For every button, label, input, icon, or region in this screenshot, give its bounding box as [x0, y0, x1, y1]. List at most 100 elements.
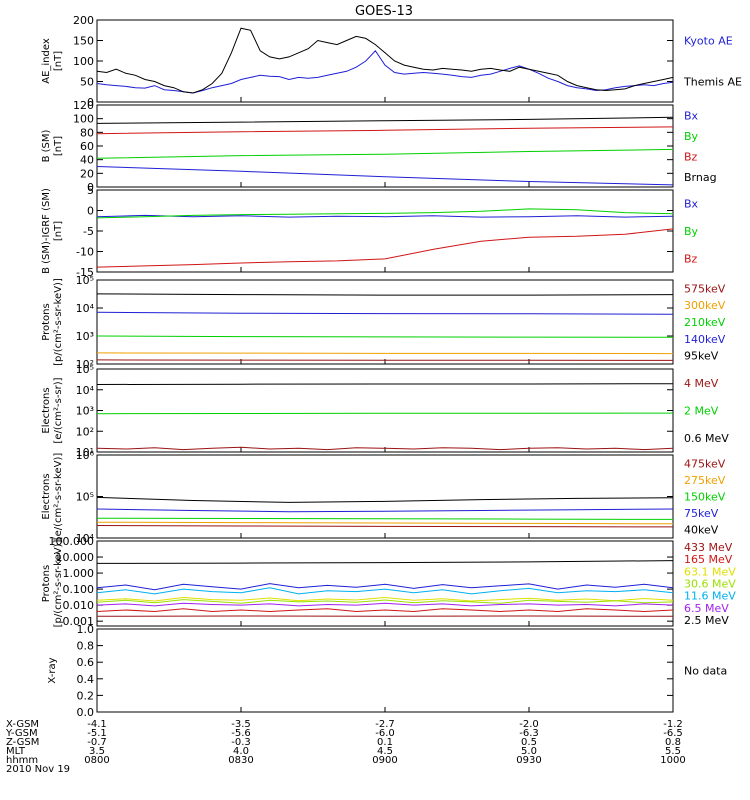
y-tick-label: 0	[87, 205, 94, 218]
legend-entry: Bx	[684, 109, 699, 122]
series-line-bx	[96, 214, 674, 218]
y-tick-label: 100	[73, 55, 94, 68]
y-tick-label: 10⁴	[76, 532, 95, 545]
legend-entry: 433 MeV	[684, 541, 733, 554]
y-axis-label: [p/(cm²-s-sr-keV)]	[53, 540, 64, 628]
legend-entry: 575keV	[684, 282, 726, 295]
y-tick-label: 100	[73, 113, 94, 126]
series-line-63.1-mev	[96, 596, 674, 602]
series-line-unlabeled	[96, 560, 674, 564]
y-tick-label: 10⁴	[76, 302, 95, 315]
panel-frame	[96, 189, 674, 273]
series-line-bz	[96, 228, 674, 268]
x-row-value: -6.3	[519, 728, 539, 739]
y-tick-label: -10	[76, 246, 94, 259]
series-line-brnag	[96, 116, 674, 124]
y-tick-label: 50	[80, 76, 94, 89]
x-row-value: -3.5	[231, 719, 251, 730]
x-row-label: MLT	[6, 746, 26, 757]
x-row-value: 0.1	[377, 737, 393, 748]
y-tick-label: 0.6	[77, 656, 95, 669]
panel-7: 0.001 0.010 0.100 1.000 10.000 100.000 Protons…	[41, 535, 736, 628]
y-tick-label: 10⁵	[76, 274, 94, 287]
series-line-475kev	[96, 525, 674, 528]
y-tick-label: 10⁵	[76, 363, 94, 376]
y-axis-label: [nT]	[53, 136, 64, 156]
series-line-6.5-mev	[96, 602, 674, 607]
panel-4: 10² 10³ 10⁴ 10⁵ Protons [p/(cm²-s-sr-keV)] 575…	[41, 274, 726, 371]
y-tick-label: 10⁴	[76, 384, 95, 397]
legend-entry: 210keV	[684, 316, 726, 329]
panel-5: 10¹ 10² 10³ 10⁴ 10⁵ Electrons [e/(cm²-s-sr)] 4 …	[41, 363, 729, 459]
legend-entry: Bz	[684, 150, 698, 163]
y-tick-label: 150	[73, 35, 94, 48]
y-tick-label: 0	[87, 181, 94, 194]
y-axis-label: X-ray	[47, 657, 58, 683]
plot-title: GOES-13	[355, 4, 413, 19]
x-row-value: -6.5	[663, 728, 683, 739]
x-row-value: 3.5	[89, 746, 105, 757]
legend-entry: Kyoto AE	[684, 35, 733, 48]
x-row-value: -2.7	[375, 719, 395, 730]
y-axis-label: Electrons	[41, 473, 52, 519]
legend-entry: 40keV	[684, 524, 719, 537]
panel-frame	[96, 19, 674, 103]
y-tick-label: 0.8	[77, 640, 95, 653]
x-row-value: 5.5	[665, 746, 681, 757]
y-tick-label: 60	[80, 140, 94, 153]
legend-entry: 30.6 MeV	[684, 578, 736, 591]
y-axis-label: [e/(cm²-s-sr-keV)]	[53, 453, 64, 541]
y-tick-label: 0.0	[77, 706, 95, 719]
y-axis-label: [p/(cm²-s-sr-keV)]	[53, 278, 64, 366]
y-tick-label: 0.100	[63, 583, 95, 596]
y-tick-label: 0.010	[63, 599, 95, 612]
y-tick-label: 0.2	[77, 689, 95, 702]
series-line-140kev	[96, 311, 674, 315]
series-line-210kev	[96, 335, 674, 338]
date-label: 2010 Nov 19	[6, 764, 70, 775]
x-row-value: -6.0	[375, 728, 395, 739]
series-line-bx	[96, 166, 674, 186]
legend-entry: 11.6 MeV	[684, 590, 736, 603]
x-row-value: -1.2	[663, 719, 683, 730]
y-axis-label: B (SM)-IGRF (SM)	[41, 188, 52, 274]
legend-entry: 63.1 MeV	[684, 565, 736, 578]
series-line-0.6-mev	[96, 383, 674, 385]
legend-entry: 275keV	[684, 474, 726, 487]
x-row-value: -4.1	[87, 719, 107, 730]
y-tick-label: -15	[76, 266, 94, 279]
x-row-value: 4.0	[233, 746, 249, 757]
y-axis-label: Electrons	[41, 387, 52, 433]
x-row-value: 5.0	[521, 746, 537, 757]
series-line-300kev	[96, 352, 674, 355]
legend-entry: 6.5 MeV	[684, 602, 729, 615]
y-axis-label: Protons	[41, 303, 52, 340]
y-tick-label: 1.000	[63, 567, 95, 580]
legend-entry: Brnag	[684, 171, 717, 184]
series-line-95kev	[96, 293, 674, 296]
series-line-11.6-mev	[96, 587, 674, 595]
series-line-150kev	[96, 517, 674, 520]
panel-frame	[96, 628, 674, 713]
x-row-label: hhmm	[6, 755, 38, 766]
series-line-75kev	[96, 508, 674, 513]
y-axis-label: [nT]	[53, 221, 64, 241]
panel-frame	[96, 368, 674, 453]
legend-entry: 4 MeV	[684, 377, 719, 390]
legend-entry: By	[684, 225, 699, 238]
x-row-value: 0900	[372, 755, 397, 766]
y-tick-label: 10³	[76, 330, 94, 343]
legend-entry: 0.6 MeV	[684, 432, 729, 445]
y-axis-label: [nT]	[53, 51, 64, 71]
y-tick-label: 100.000	[49, 535, 95, 548]
y-tick-label: 20	[80, 167, 94, 180]
y-tick-label: 200	[73, 14, 94, 27]
x-row-value: 0.8	[665, 737, 681, 748]
legend-entry: 95keV	[684, 350, 719, 363]
legend-entry: 300keV	[684, 299, 726, 312]
y-tick-label: 10²	[76, 425, 94, 438]
y-tick-label: 10.000	[56, 551, 95, 564]
x-row-value: -0.7	[87, 737, 107, 748]
